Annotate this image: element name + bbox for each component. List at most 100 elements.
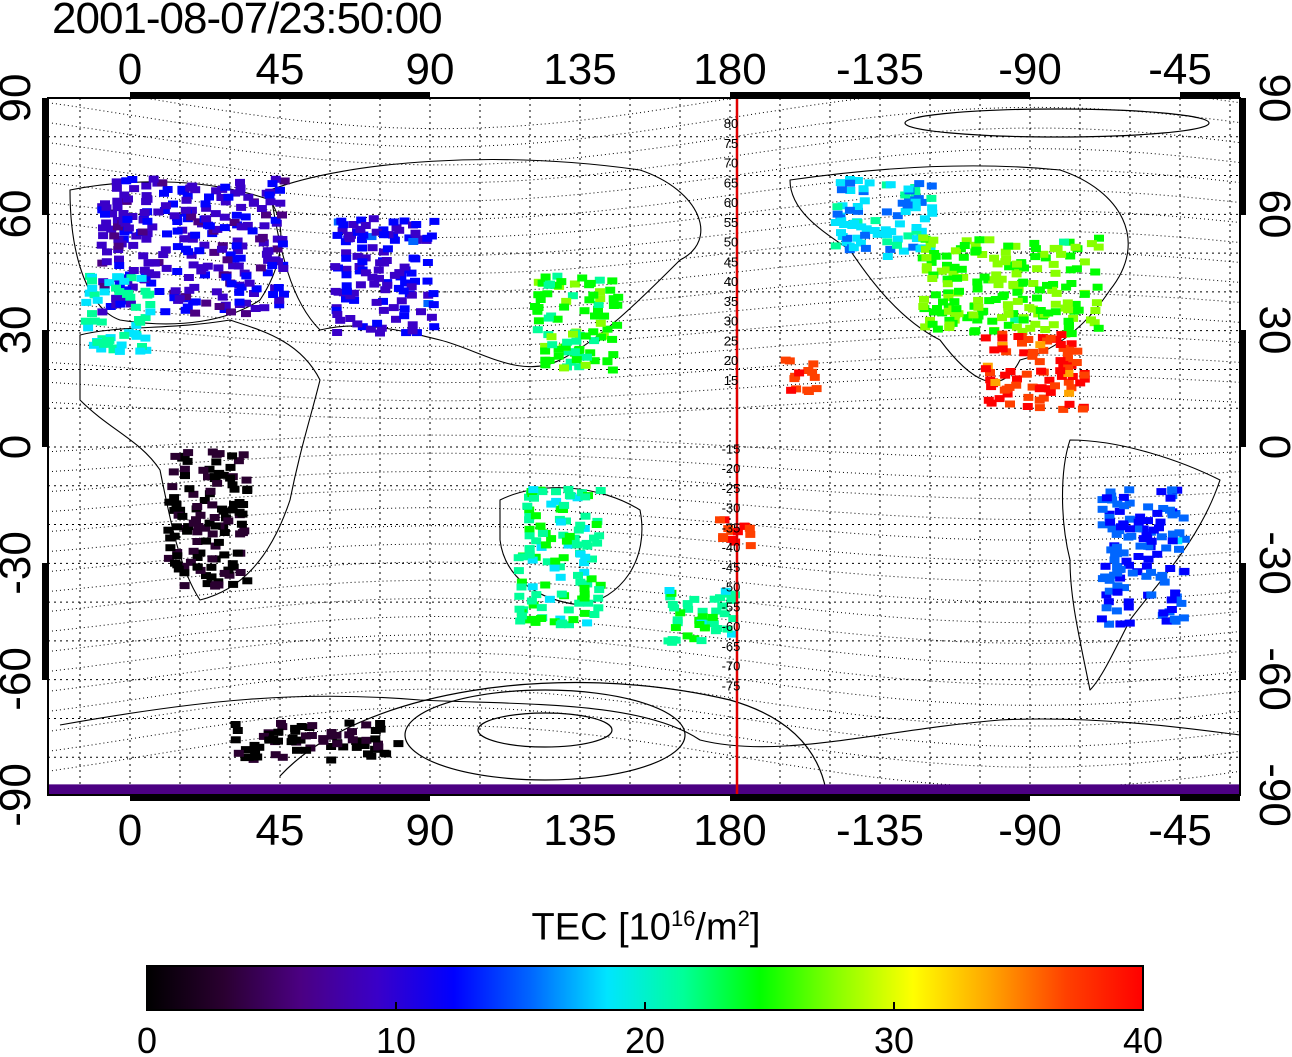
tec-cell	[944, 321, 955, 329]
tec-cell	[533, 317, 544, 325]
tec-cell	[580, 512, 591, 520]
tec-cell	[564, 621, 574, 629]
tec-cell	[563, 348, 574, 356]
tec-cell	[232, 549, 243, 557]
tec-cell	[172, 268, 183, 275]
tec-cell	[711, 607, 722, 615]
tec-cell	[332, 311, 343, 318]
tec-cell	[1056, 331, 1067, 339]
tec-cell	[1012, 260, 1022, 268]
tec-cell	[1030, 253, 1041, 261]
tec-cell	[811, 385, 822, 393]
tec-cell	[1111, 543, 1122, 551]
contour-label: 15	[724, 373, 738, 388]
tec-cell	[1011, 381, 1022, 389]
tec-cell	[135, 347, 146, 355]
tec-cell	[1079, 375, 1090, 383]
tec-cell	[972, 316, 983, 324]
tec-cell	[104, 279, 115, 287]
tec-cell	[130, 303, 141, 311]
tec-cell	[1115, 574, 1126, 582]
tec-cell	[259, 304, 270, 312]
tec-cell	[613, 293, 624, 301]
tec-cell	[1090, 268, 1101, 276]
tec-cell	[1138, 525, 1149, 533]
tec-cell	[173, 565, 184, 573]
contour-label: 30	[724, 314, 738, 329]
tec-cell	[1038, 250, 1049, 258]
tec-cell	[900, 191, 911, 199]
tec-cell	[582, 580, 593, 588]
tec-cell	[582, 619, 593, 627]
tec-cell	[1165, 494, 1176, 502]
tec-cell	[997, 314, 1007, 322]
tec-cell	[394, 226, 405, 234]
tec-cell	[301, 746, 312, 754]
tec-cell	[213, 264, 224, 272]
tec-cell	[1000, 248, 1011, 256]
tec-cell	[949, 298, 960, 306]
tec-cell	[230, 736, 241, 744]
tec-cell	[836, 229, 846, 237]
tec-cell	[219, 569, 230, 577]
tec-cell	[589, 357, 600, 365]
tec-cell	[411, 221, 422, 228]
tec-cell	[1112, 588, 1123, 596]
lon-label: -45	[1148, 806, 1212, 855]
tec-cell	[1115, 565, 1126, 573]
tec-cell	[296, 723, 307, 730]
contour-label: 50	[724, 235, 738, 250]
tec-cell	[399, 263, 410, 271]
tec-cell	[1118, 493, 1129, 501]
tec-cell	[1091, 299, 1102, 307]
tec-cell	[1038, 346, 1049, 354]
contour-label: -40	[722, 540, 741, 555]
tec-cell	[708, 620, 719, 628]
tec-cell	[144, 269, 154, 277]
tec-cell	[225, 474, 236, 482]
lat-label: -90	[1250, 763, 1292, 827]
tec-cell	[137, 228, 148, 236]
tec-cell	[236, 223, 247, 231]
tec-cell	[1064, 346, 1075, 354]
tec-cell	[209, 514, 220, 521]
tec-cell	[1115, 620, 1126, 628]
tec-cell	[380, 286, 391, 294]
tec-cell	[169, 212, 180, 220]
tec-cell	[726, 596, 737, 604]
tec-cell	[1146, 591, 1157, 599]
tec-cell	[212, 225, 223, 233]
tec-cell	[214, 450, 225, 458]
lon-label: 45	[256, 45, 305, 94]
tec-cell	[366, 752, 377, 760]
tec-cell	[858, 185, 869, 193]
tec-cell	[92, 296, 103, 304]
tec-cell	[399, 312, 410, 320]
tec-cell	[1028, 280, 1039, 287]
tec-cell	[236, 520, 247, 528]
tec-cell	[214, 303, 225, 310]
tec-cell	[1170, 589, 1181, 597]
tec-cell	[1051, 289, 1062, 297]
tec-cell	[1135, 542, 1146, 550]
tec-cell	[210, 210, 221, 218]
tec-cell	[561, 297, 572, 305]
tec-cell	[542, 290, 553, 298]
tec-cell	[545, 280, 555, 288]
tec-cell	[568, 616, 579, 624]
tec-cell	[287, 734, 298, 742]
tec-region-14	[48, 784, 1240, 795]
tec-cell	[160, 202, 171, 210]
tec-cell	[161, 264, 172, 272]
tec-cell	[954, 287, 964, 295]
tec-cell	[1063, 378, 1074, 386]
tec-cell	[172, 243, 183, 251]
tec-cell	[142, 291, 153, 299]
tec-cell	[352, 320, 363, 328]
colorbar-title-mid: /m	[695, 906, 738, 949]
tec-cell	[1126, 532, 1137, 540]
tec-cell	[232, 727, 243, 734]
tec-cell	[845, 187, 856, 194]
tec-cell	[675, 609, 686, 617]
tec-cell	[927, 209, 938, 217]
